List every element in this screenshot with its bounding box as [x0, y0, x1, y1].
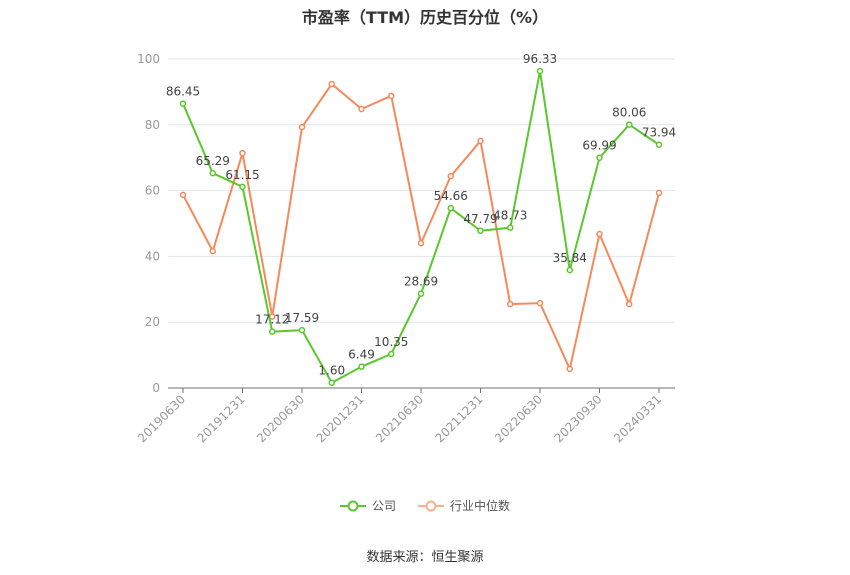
- data-point: [626, 300, 633, 308]
- x-tick-label: 20210630: [373, 392, 426, 445]
- data-label: 28.69: [404, 275, 438, 289]
- data-point: [388, 92, 395, 100]
- data-point: [626, 121, 633, 128]
- y-tick-label: 100: [137, 52, 160, 66]
- data-point: [536, 299, 544, 307]
- data-label: 61.15: [225, 168, 259, 182]
- data-point: [447, 172, 454, 180]
- series-line-company: [182, 70, 660, 385]
- x-tick-label: 20211231: [433, 392, 486, 445]
- data-point: [239, 149, 246, 157]
- legend-label-industry: 行业中位数: [450, 499, 511, 513]
- data-point: [417, 239, 425, 247]
- x-tick-label: 20240331: [611, 392, 664, 445]
- data-point: [179, 100, 187, 107]
- data-point: [358, 363, 365, 370]
- data-point: [596, 154, 603, 161]
- data-point: [209, 169, 216, 177]
- data-point: [536, 67, 544, 75]
- data-point: [507, 224, 514, 231]
- data-point: [298, 123, 306, 131]
- y-tick-label: 60: [145, 184, 160, 198]
- data-label: 96.33: [523, 52, 557, 66]
- data-point: [417, 290, 425, 297]
- legend-label-company: 公司: [371, 499, 396, 513]
- data-point: [298, 326, 306, 334]
- data-point: [655, 141, 663, 148]
- data-point: [507, 300, 514, 308]
- x-tick-label: 20230930: [552, 392, 605, 445]
- data-point: [388, 350, 395, 358]
- x-tick-label: 20200630: [254, 392, 307, 445]
- data-point: [477, 137, 484, 145]
- x-tick-label: 20201231: [314, 392, 367, 445]
- data-label: 48.73: [493, 209, 527, 223]
- data-point: [596, 230, 603, 238]
- data-label: 10.35: [374, 335, 408, 349]
- data-label: 54.66: [434, 189, 468, 203]
- data-label: 35.84: [553, 251, 587, 265]
- x-tick-label: 20190630: [135, 392, 188, 445]
- y-tick-label: 80: [145, 118, 160, 132]
- data-label: 1.60: [318, 364, 345, 378]
- data-label: 6.49: [348, 348, 375, 362]
- data-label: 65.29: [196, 154, 230, 168]
- data-point: [179, 191, 187, 199]
- data-label: 86.45: [166, 85, 200, 99]
- y-tick-label: 40: [145, 249, 160, 263]
- data-point: [566, 365, 573, 373]
- data-label: 17.59: [285, 311, 319, 325]
- data-point: [269, 328, 276, 335]
- data-point: [328, 379, 335, 386]
- data-point: [328, 80, 335, 88]
- y-tick-label: 0: [152, 381, 160, 395]
- y-tick-label: 20: [145, 315, 160, 329]
- x-tick-label: 20220630: [492, 392, 545, 445]
- data-point: [447, 204, 454, 212]
- legend-item-company[interactable]: 公司: [339, 497, 396, 514]
- data-point: [239, 183, 246, 191]
- data-point: [655, 189, 663, 197]
- data-label: 47.79: [463, 212, 497, 226]
- data-label: 17.12: [255, 313, 289, 327]
- data-source: 数据来源：恒生聚源: [366, 550, 484, 565]
- data-label: 73.94: [642, 126, 676, 140]
- data-point: [358, 105, 365, 113]
- data-label: 69.99: [582, 139, 616, 153]
- data-point: [477, 227, 484, 235]
- x-tick-label: 20191231: [195, 392, 248, 445]
- data-point: [209, 247, 216, 255]
- legend-item-industry[interactable]: 行业中位数: [418, 497, 510, 514]
- data-label: 80.06: [612, 106, 646, 120]
- chart-title: 市盈率（TTM）历史百分位（%）: [301, 8, 549, 27]
- legend: 公司 行业中位数: [0, 497, 850, 514]
- data-point: [566, 266, 573, 274]
